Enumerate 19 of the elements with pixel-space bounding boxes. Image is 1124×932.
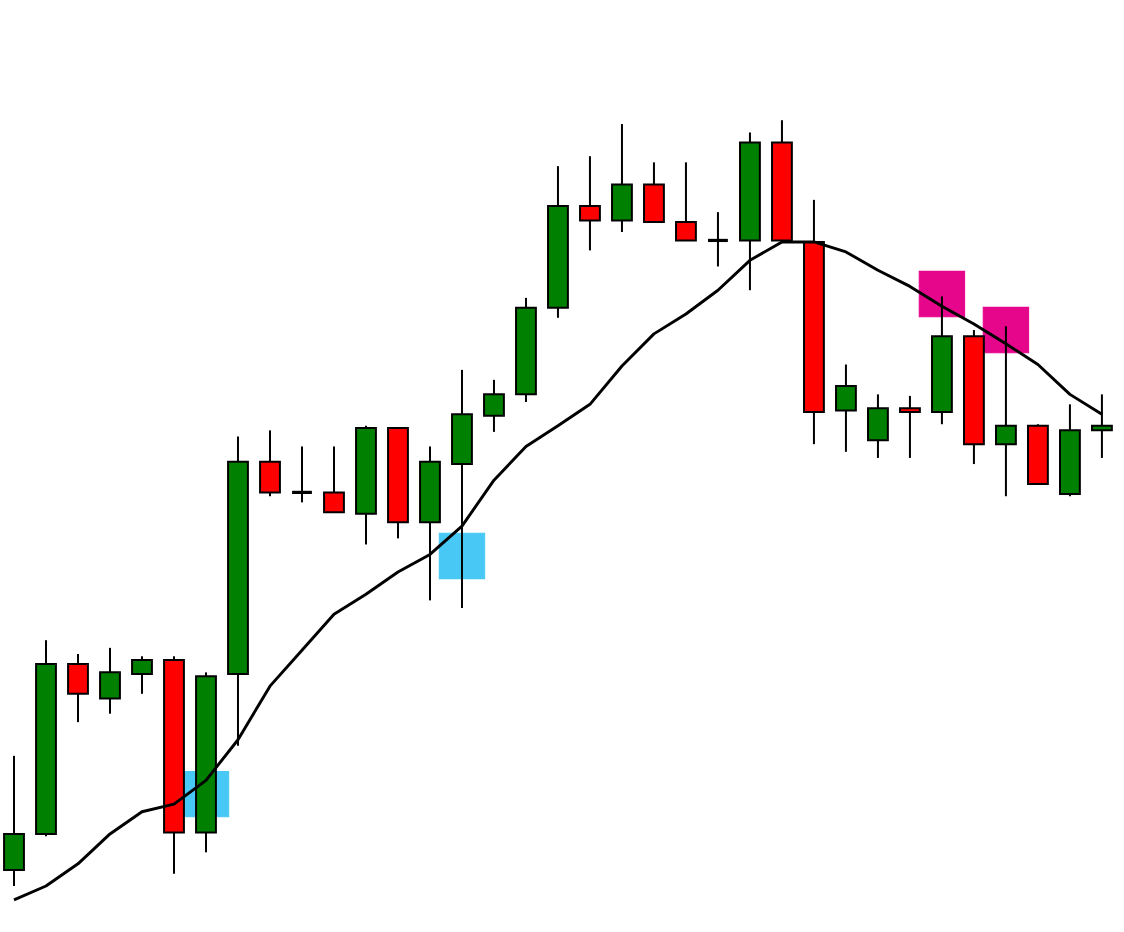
candlestick (706, 211, 730, 268)
candlestick (835, 363, 857, 453)
point (438, 532, 486, 580)
candlestick (675, 161, 697, 242)
candlestick (323, 445, 345, 514)
candlestick (259, 429, 281, 498)
candlestick (867, 393, 889, 459)
point (918, 270, 966, 318)
candlestick (3, 754, 25, 888)
candlestick (611, 123, 633, 234)
candlestick (67, 652, 89, 724)
candlestick (131, 655, 153, 695)
candlestick (579, 155, 601, 252)
candlestick (290, 445, 314, 504)
candlestick (99, 646, 121, 715)
candlestick (643, 161, 665, 224)
candlestick (483, 378, 505, 433)
candlestick (899, 394, 921, 459)
candlestick (995, 325, 1017, 498)
